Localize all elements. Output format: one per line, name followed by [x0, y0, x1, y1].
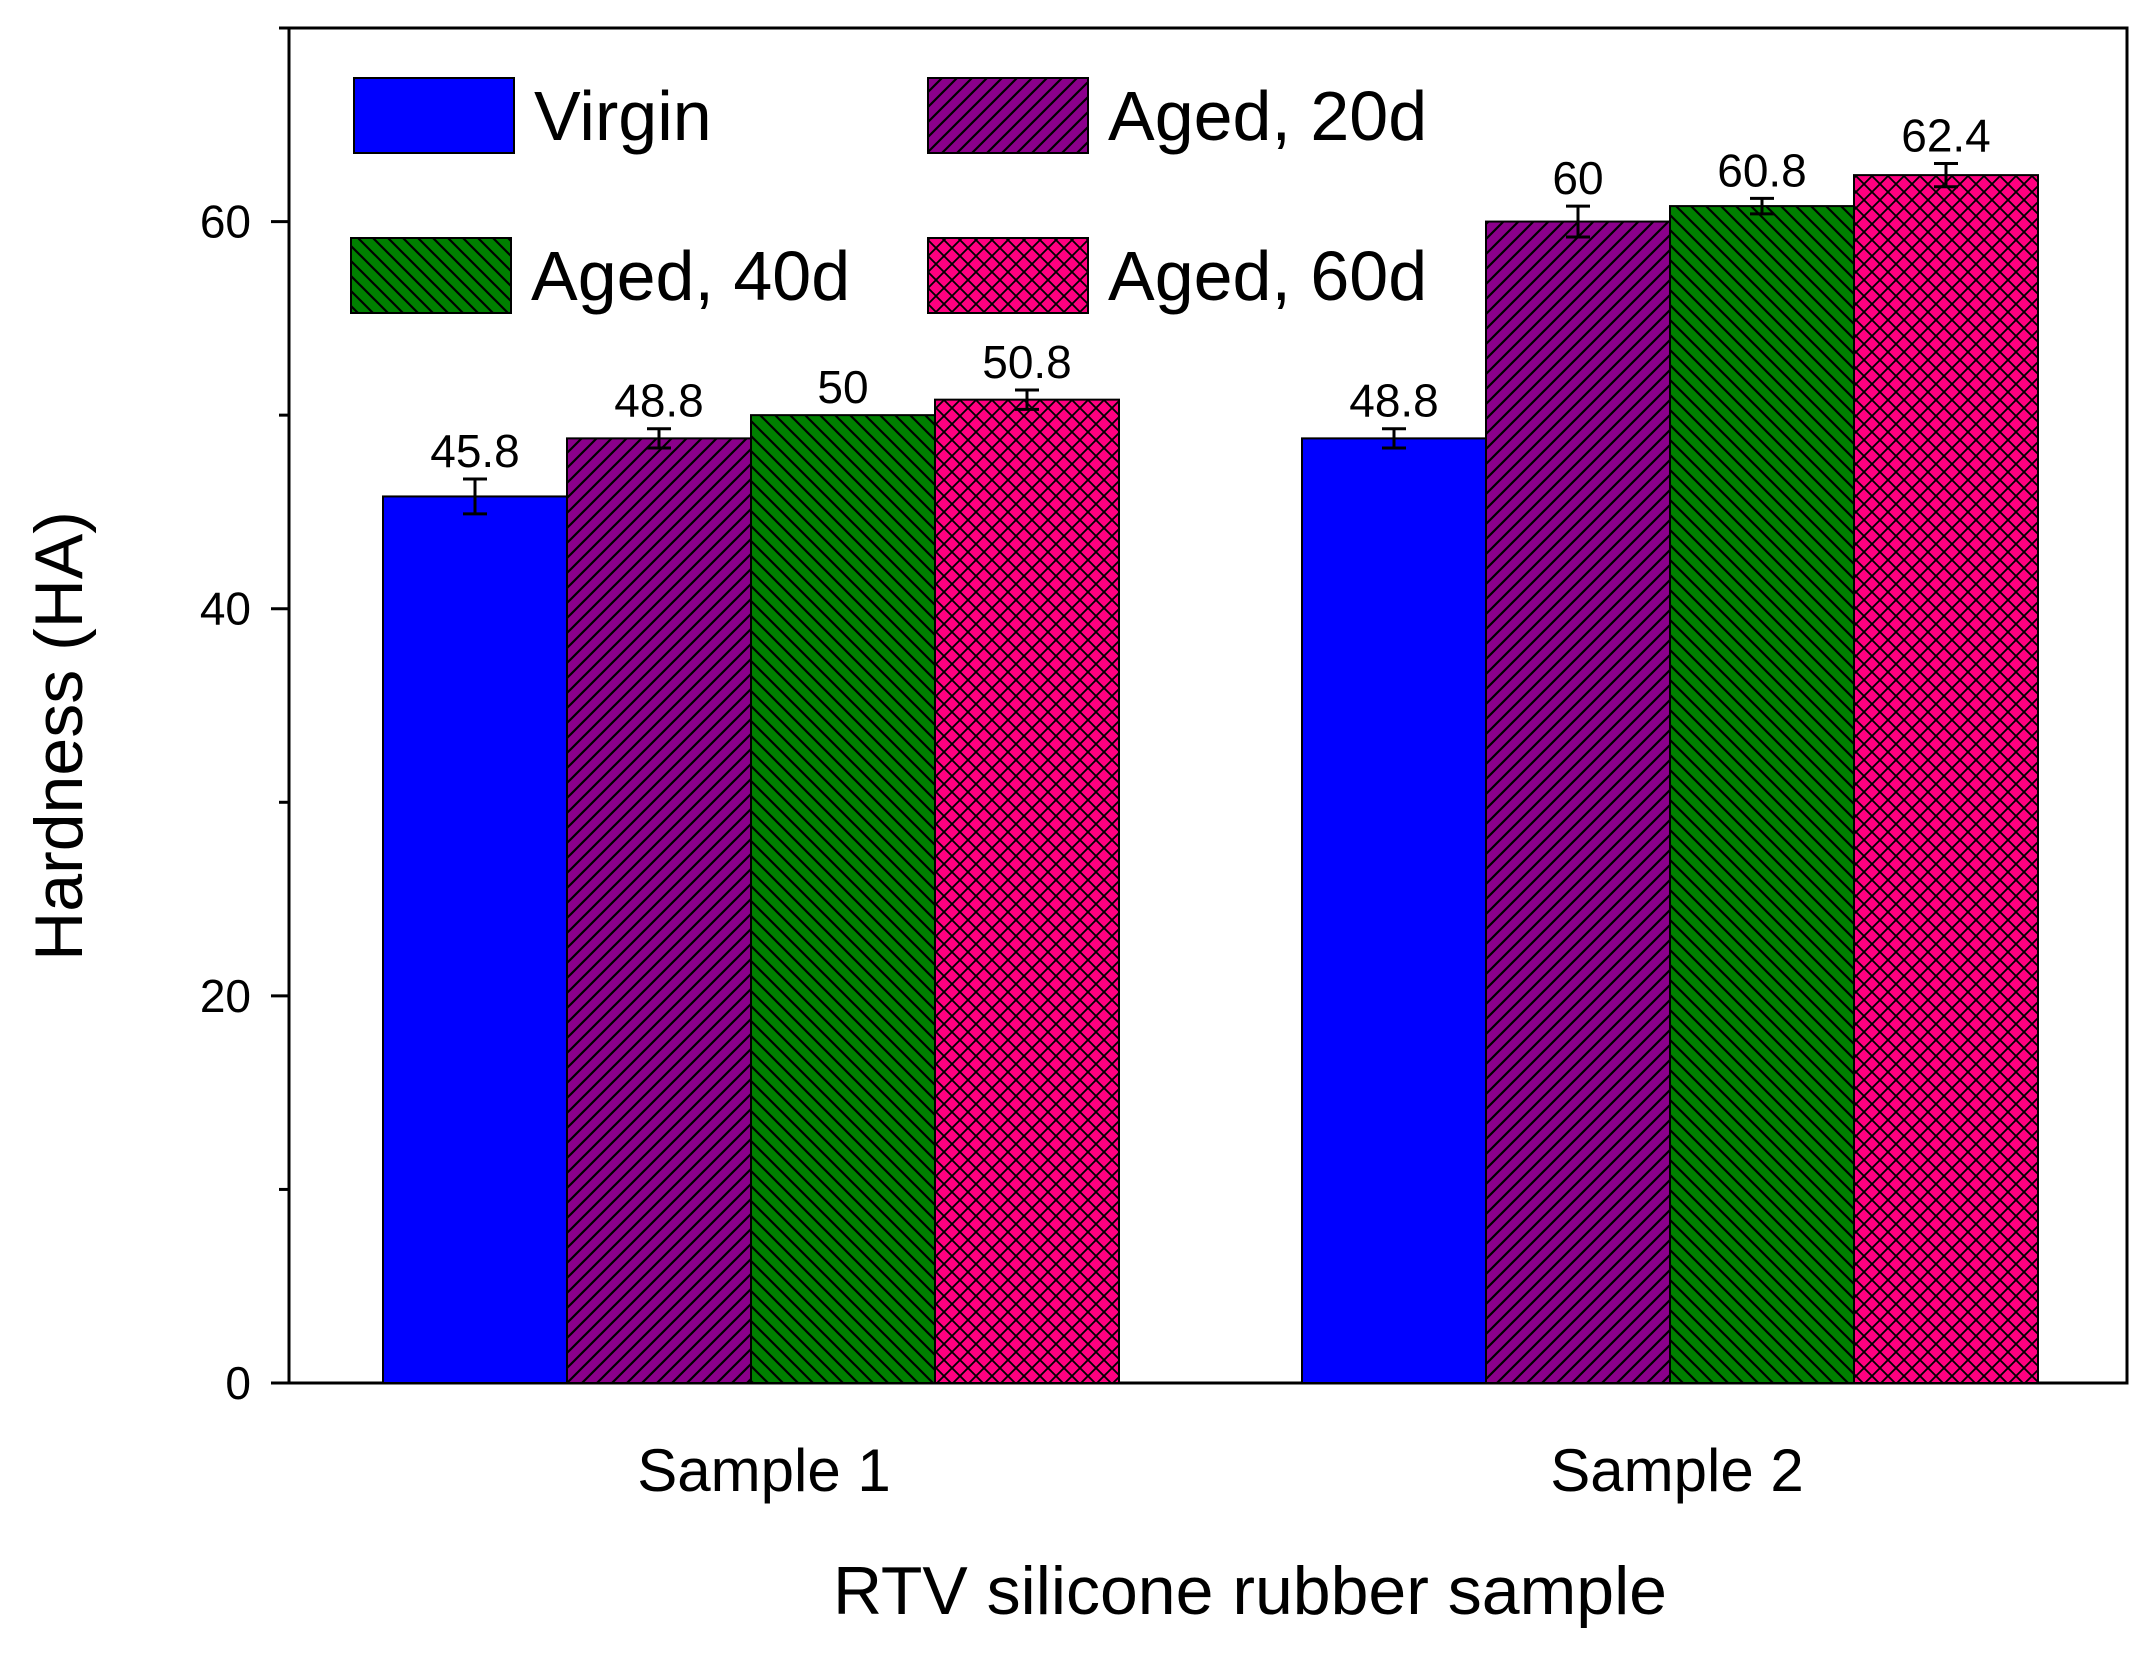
legend-label-aged-40d: Aged, 40d: [531, 237, 850, 315]
legend-swatch-aged-60d: [927, 237, 1089, 314]
bar-aged-20d-sample-1: [566, 437, 752, 1385]
x-axis-title: RTV silicone rubber sample: [833, 1553, 1667, 1629]
bar-aged-40d-sample-1: [750, 414, 936, 1384]
error-bar-aged-20d-sample-2: [1566, 204, 1590, 239]
category-label-sample-2: Sample 2: [1550, 1437, 1803, 1504]
error-bar-virgin-sample-1: [463, 477, 487, 516]
error-bar-aged-20d-sample-1: [647, 427, 671, 450]
data-label-virgin-sample-2: 48.8: [1349, 375, 1439, 427]
error-bar-aged-60d-sample-1: [1015, 388, 1039, 411]
y-tick-label-40: 40: [200, 583, 251, 635]
legend: Virgin Aged, 20d Aged, 40d Aged, 60d: [350, 77, 1427, 315]
legend-label-virgin: Virgin: [534, 77, 712, 155]
legend-swatch-aged-20d: [927, 77, 1089, 154]
plot-frame: [287, 26, 2129, 1385]
bar-virgin-sample-2: [1301, 437, 1487, 1385]
category-label-sample-1: Sample 1: [637, 1437, 890, 1504]
bar-aged-60d-sample-1: [934, 398, 1120, 1384]
bar-virgin-sample-1: [382, 495, 568, 1384]
data-label-virgin-sample-1: 45.8: [430, 425, 520, 477]
data-label-aged-60d-sample-1: 50.8: [982, 336, 1072, 388]
y-axis-title: Hardness (HA): [21, 511, 97, 961]
error-bar-aged-40d-sample-2: [1750, 196, 1774, 216]
data-label-aged-40d-sample-1: 50: [817, 361, 868, 413]
error-bar-aged-60d-sample-2: [1934, 162, 1958, 189]
error-bar-virgin-sample-2: [1382, 427, 1406, 450]
data-label-aged-60d-sample-2: 62.4: [1901, 110, 1991, 162]
bar-aged-60d-sample-2: [1853, 174, 2039, 1385]
data-label-aged-20d-sample-2: 60: [1552, 152, 1603, 204]
legend-label-aged-20d: Aged, 20d: [1108, 77, 1427, 155]
y-tick-label-60: 60: [200, 196, 251, 248]
legend-swatch-aged-40d: [350, 237, 512, 314]
bar-aged-20d-sample-2: [1485, 220, 1671, 1385]
bar-aged-40d-sample-2: [1669, 205, 1855, 1385]
data-label-aged-20d-sample-1: 48.8: [614, 375, 704, 427]
data-label-aged-40d-sample-2: 60.8: [1717, 144, 1807, 196]
legend-label-aged-60d: Aged, 60d: [1108, 237, 1427, 315]
legend-swatch-virgin: [353, 77, 515, 154]
y-tick-label-20: 20: [200, 970, 251, 1022]
y-tick-label-0: 0: [225, 1357, 251, 1409]
